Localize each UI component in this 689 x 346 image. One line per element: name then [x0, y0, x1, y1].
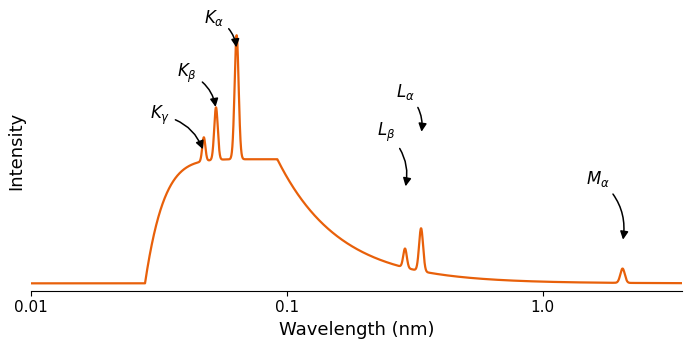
- Text: $\mathit{K}_{\gamma}$: $\mathit{K}_{\gamma}$: [150, 104, 203, 148]
- Text: $\mathit{M}_{\alpha}$: $\mathit{M}_{\alpha}$: [586, 169, 628, 238]
- Text: $\mathit{L}_{\alpha}$: $\mathit{L}_{\alpha}$: [395, 82, 426, 130]
- Text: $\mathit{K}_{\alpha}$: $\mathit{K}_{\alpha}$: [204, 8, 238, 46]
- X-axis label: Wavelength (nm): Wavelength (nm): [278, 321, 434, 339]
- Text: $\mathit{K}_{\beta}$: $\mathit{K}_{\beta}$: [178, 62, 218, 105]
- Text: $\mathit{L}_{\beta}$: $\mathit{L}_{\beta}$: [377, 121, 411, 185]
- Y-axis label: Intensity: Intensity: [7, 111, 25, 190]
